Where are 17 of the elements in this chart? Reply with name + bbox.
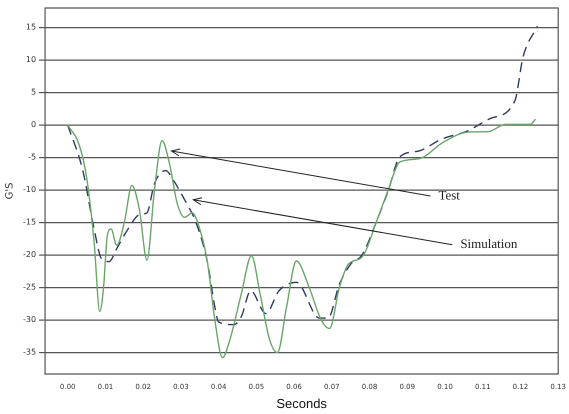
y-tick-label: -20 xyxy=(22,250,36,260)
y-tick-label: 15 xyxy=(26,22,36,32)
y-tick-label: -5 xyxy=(28,152,36,162)
annotation: Test xyxy=(438,187,460,202)
y-tick-label: 10 xyxy=(26,55,36,64)
y-tick-label: -15 xyxy=(22,218,36,227)
annotation: Simulation xyxy=(460,236,518,252)
y-tick-label: 5 xyxy=(30,88,36,97)
y-tick-label: 0 xyxy=(30,120,36,130)
line-series xyxy=(67,26,538,326)
line-series xyxy=(67,118,536,358)
y-tick-label: -35 xyxy=(22,348,36,357)
x-axis-title: Seconds xyxy=(276,396,328,411)
y-tick-label: -30 xyxy=(22,315,36,324)
y-tick-label: -10 xyxy=(22,185,36,194)
y-axis-title: G'S xyxy=(4,182,16,200)
y-tick-label: -25 xyxy=(22,282,36,292)
